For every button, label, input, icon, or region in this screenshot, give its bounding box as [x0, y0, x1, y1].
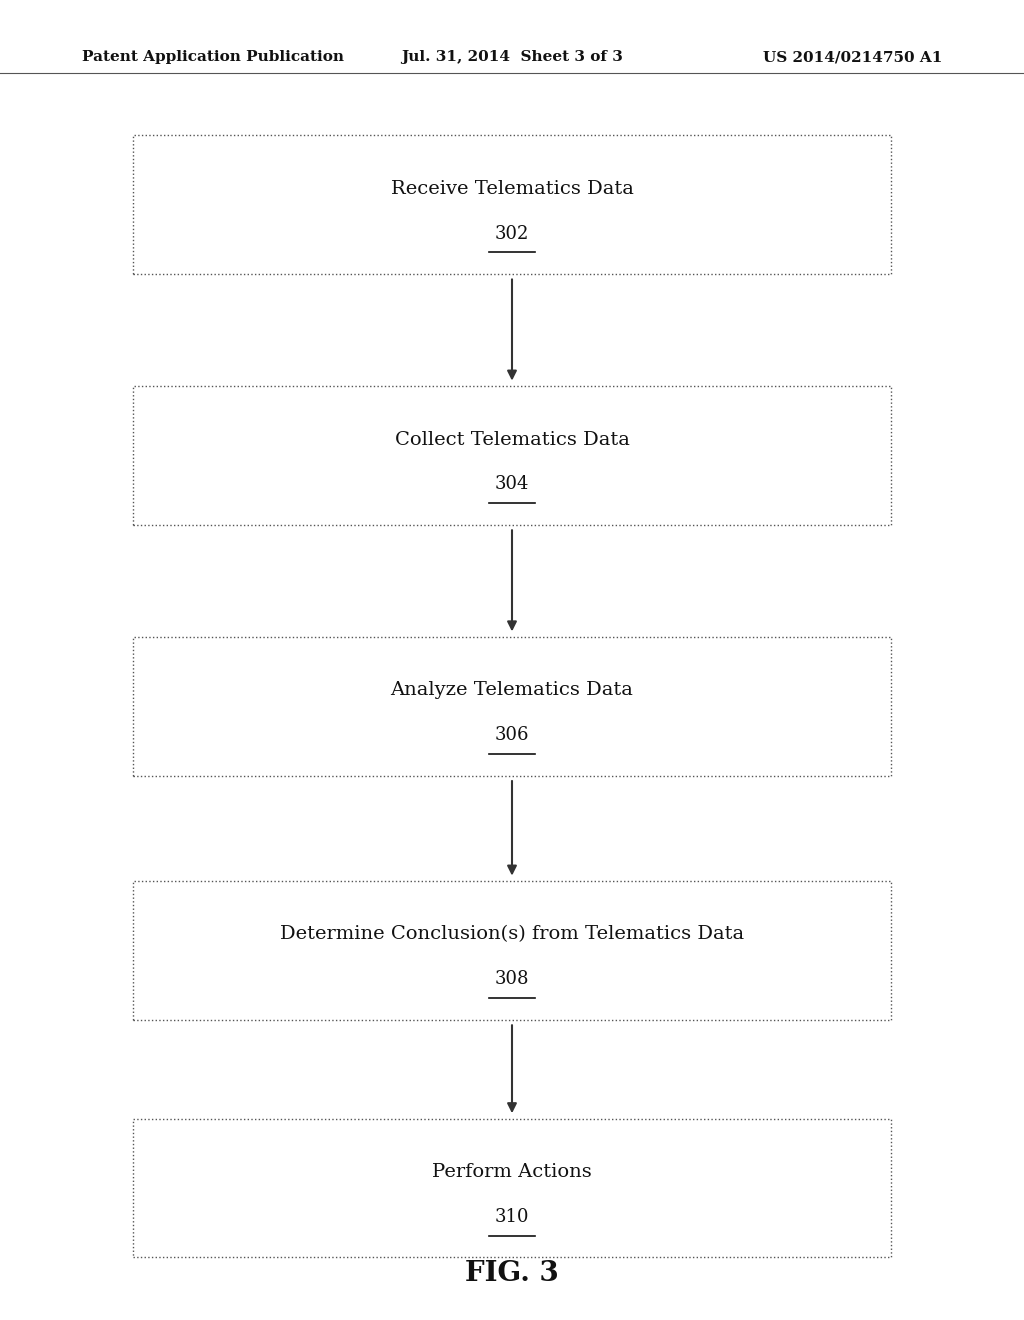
Text: Determine Conclusion(s) from Telematics Data: Determine Conclusion(s) from Telematics …	[280, 925, 744, 944]
Text: 310: 310	[495, 1208, 529, 1226]
FancyBboxPatch shape	[133, 1119, 891, 1257]
Text: Collect Telematics Data: Collect Telematics Data	[394, 430, 630, 449]
Text: 306: 306	[495, 726, 529, 744]
Text: Receive Telematics Data: Receive Telematics Data	[390, 180, 634, 198]
FancyBboxPatch shape	[133, 636, 891, 776]
Text: 304: 304	[495, 475, 529, 494]
FancyBboxPatch shape	[133, 385, 891, 524]
Text: Jul. 31, 2014  Sheet 3 of 3: Jul. 31, 2014 Sheet 3 of 3	[401, 50, 623, 65]
FancyBboxPatch shape	[133, 135, 891, 275]
Text: US 2014/0214750 A1: US 2014/0214750 A1	[763, 50, 942, 65]
Text: Patent Application Publication: Patent Application Publication	[82, 50, 344, 65]
Text: Analyze Telematics Data: Analyze Telematics Data	[390, 681, 634, 700]
Text: 308: 308	[495, 970, 529, 989]
Text: 302: 302	[495, 224, 529, 243]
FancyBboxPatch shape	[133, 882, 891, 1019]
Text: Perform Actions: Perform Actions	[432, 1163, 592, 1181]
Text: FIG. 3: FIG. 3	[465, 1261, 559, 1287]
